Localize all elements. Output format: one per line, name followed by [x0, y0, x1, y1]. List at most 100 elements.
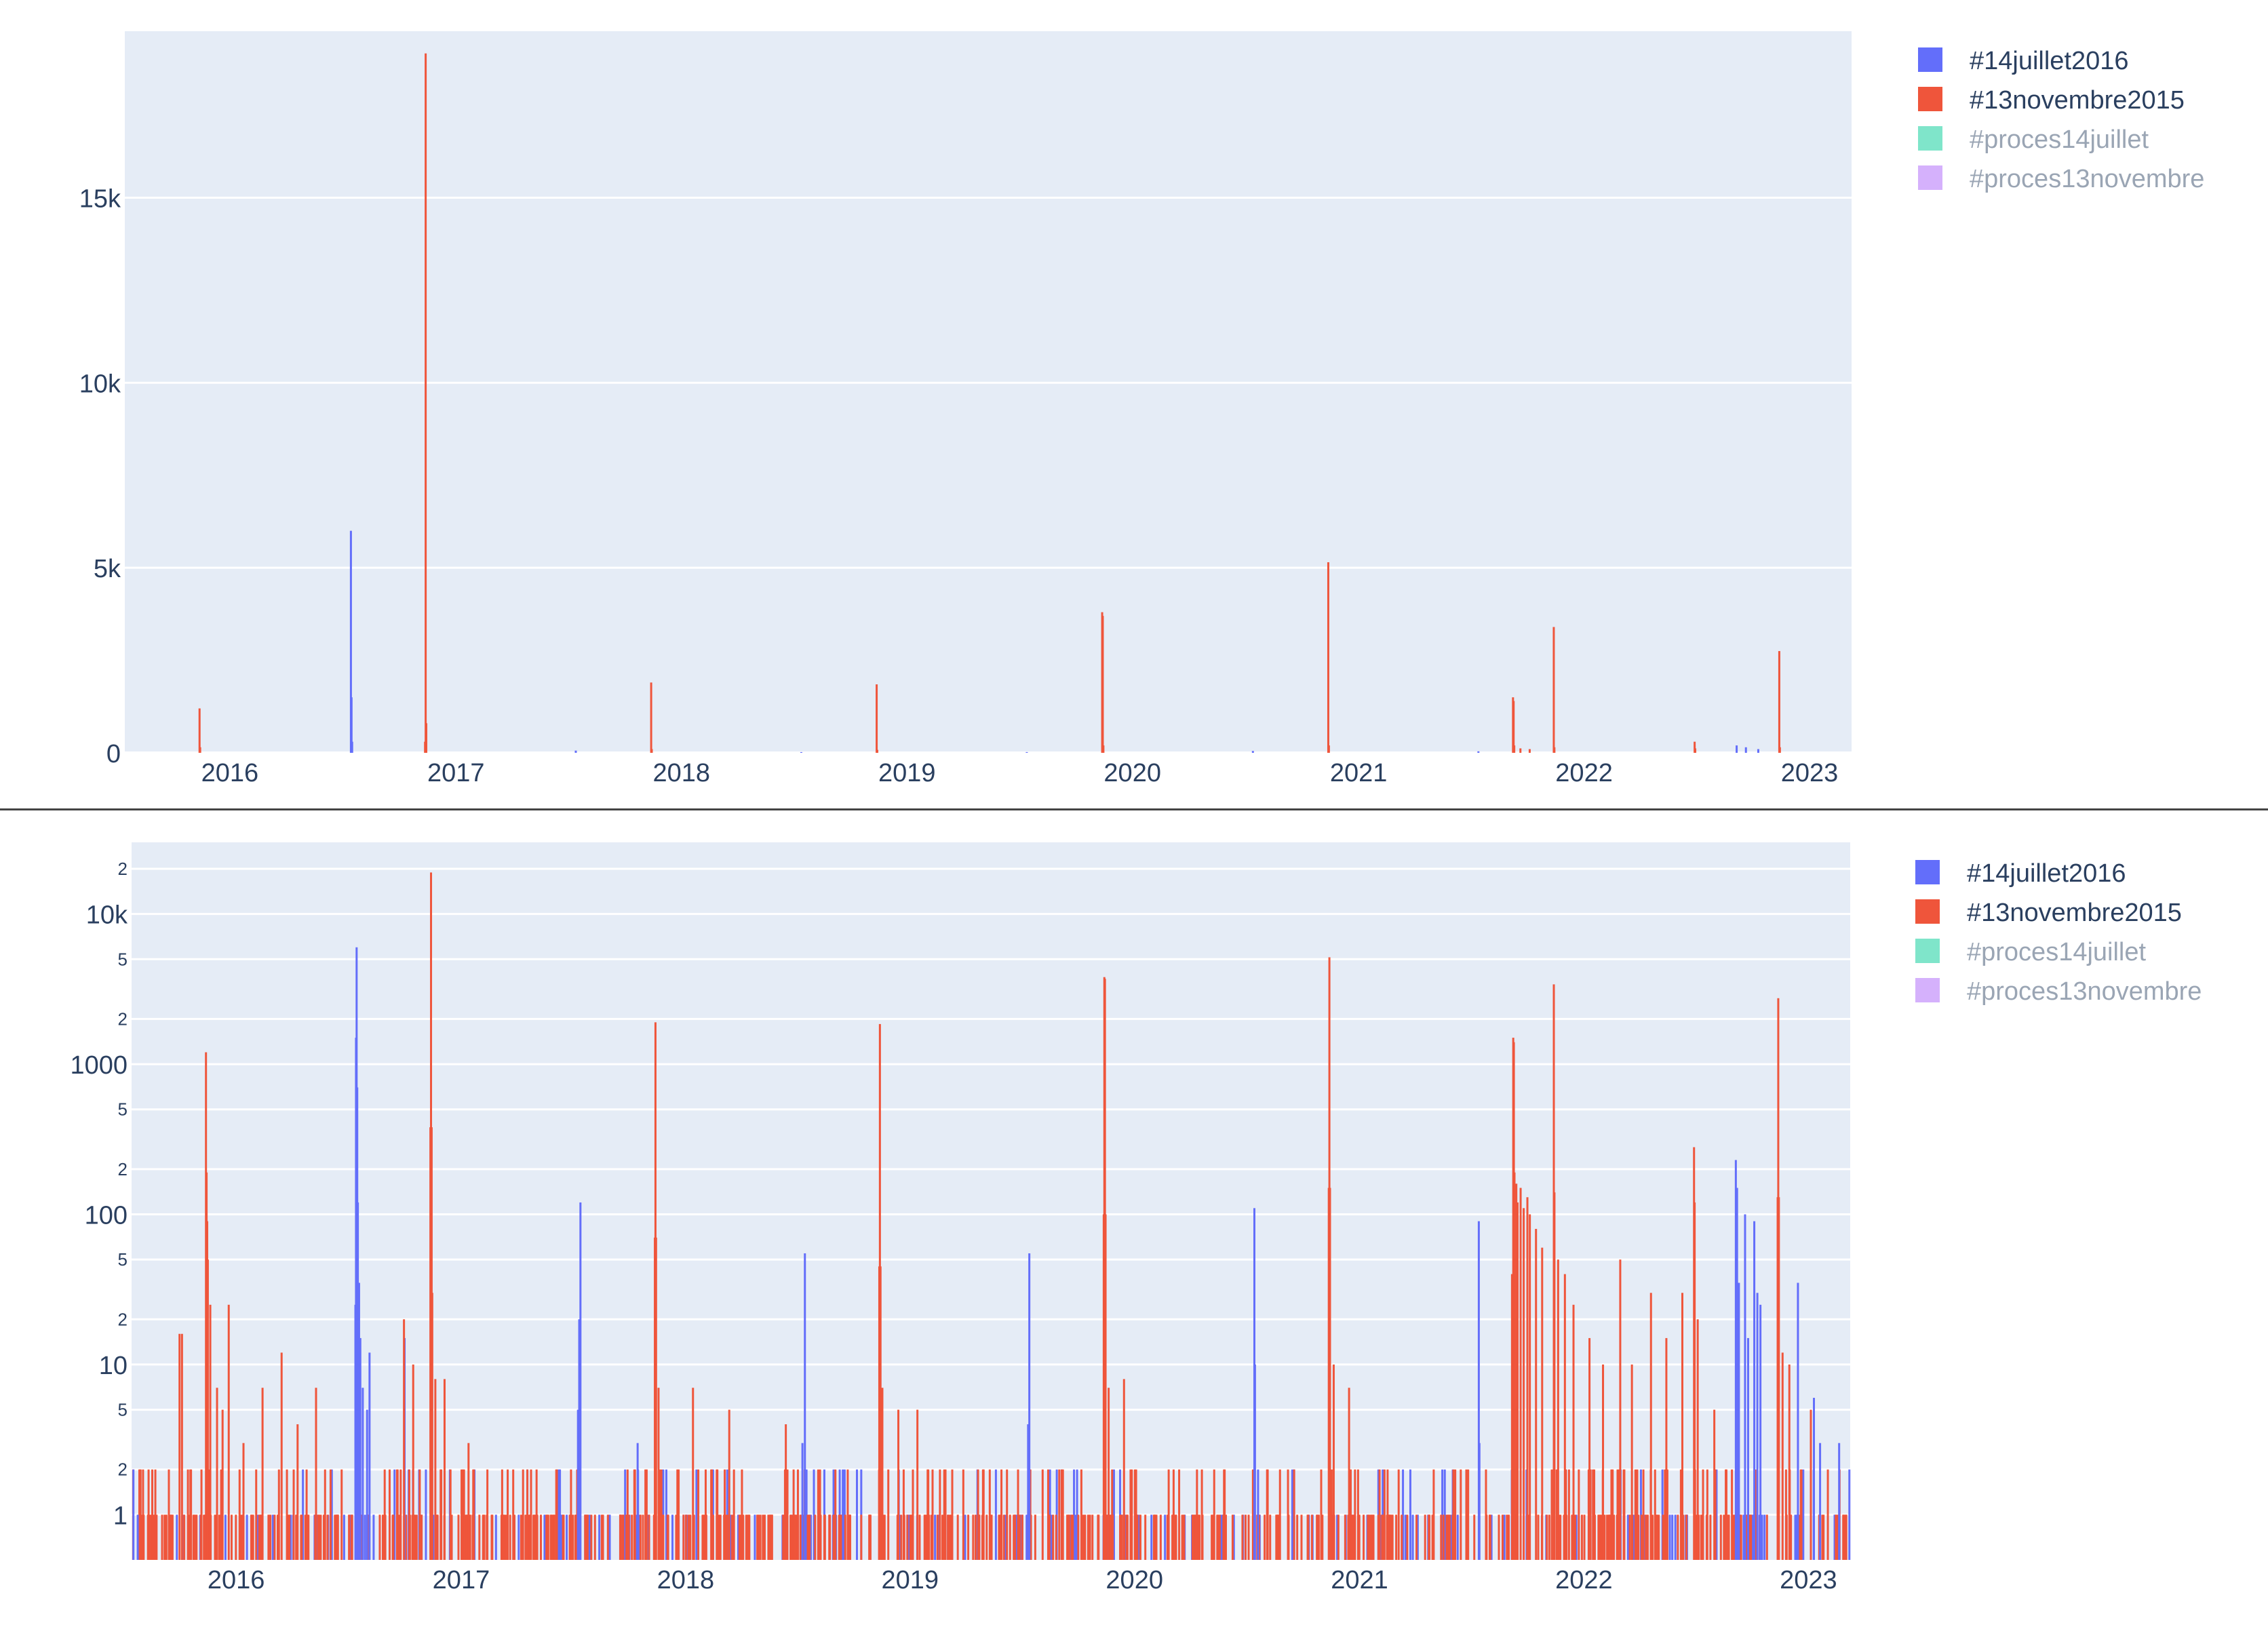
- panel-divider: [0, 808, 2268, 810]
- bar-novembre: [1788, 1364, 1791, 1560]
- bar-novembre: [1588, 1337, 1591, 1560]
- plot-area: [125, 31, 1852, 753]
- bar-juillet: [578, 1319, 581, 1560]
- legend-item-label[interactable]: #proces13novembre: [1967, 977, 2202, 1006]
- legend-swatch[interactable]: [1915, 939, 1940, 963]
- legend-item-label[interactable]: #14juillet2016: [1970, 47, 2129, 75]
- legend-item-label[interactable]: #proces14juillet: [1970, 125, 2149, 154]
- bar-novembre: [1513, 1172, 1516, 1560]
- legend-swatch[interactable]: [1918, 47, 1942, 72]
- bar-novembre: [1327, 562, 1329, 753]
- y-tick-label: 2: [118, 1460, 128, 1480]
- y-tick-label: 100: [85, 1201, 128, 1230]
- bar-novembre: [728, 1409, 730, 1560]
- bar-juillet: [1759, 1304, 1762, 1560]
- legend-swatch[interactable]: [1918, 87, 1942, 111]
- bar-novembre: [1515, 1183, 1518, 1560]
- bar-juillet: [1744, 747, 1747, 753]
- bar-juillet: [1736, 745, 1738, 753]
- bar-novembre: [431, 1293, 433, 1560]
- bar-juillet: [1757, 749, 1759, 753]
- bar-juillet: [1756, 1293, 1759, 1560]
- bar-novembre: [1665, 1337, 1668, 1560]
- bar-novembre: [1681, 1293, 1683, 1560]
- x-tick-label: 2017: [427, 759, 485, 787]
- legend-item-label[interactable]: #13novembre2015: [1970, 86, 2185, 115]
- bar-novembre: [654, 1237, 657, 1560]
- bar-novembre: [881, 1388, 884, 1560]
- y-tick-label: 2: [118, 1159, 128, 1179]
- x-tick-label: 2023: [1780, 1566, 1837, 1594]
- y-tick-label: 5: [118, 1249, 128, 1270]
- bar-novembre: [206, 1259, 209, 1560]
- bar-juillet: [1734, 1160, 1737, 1560]
- bar-novembre: [1526, 1197, 1529, 1560]
- y-tick-label: 5: [118, 1400, 128, 1420]
- bar-juillet: [1797, 1283, 1799, 1560]
- legend-swatch[interactable]: [1915, 899, 1940, 924]
- bar-novembre: [692, 1388, 695, 1560]
- bar-novembre: [412, 1364, 414, 1560]
- legend-item-label[interactable]: #14juillet2016: [1967, 859, 2126, 888]
- bar-novembre: [199, 747, 201, 753]
- x-tick-label: 2020: [1106, 1566, 1163, 1594]
- bottom-chart-panel: 1 2 5 10 2 5 100 2 5 1000 2 5 10k 2 2016 2017 2018 2019 20…: [0, 811, 2268, 1622]
- bar-juillet: [1257, 1469, 1259, 1560]
- y-tick-label: 10k: [86, 901, 128, 930]
- y-tick-label: 5: [118, 1099, 128, 1120]
- bar-juillet: [1747, 1337, 1750, 1560]
- bar-novembre: [1122, 1379, 1125, 1560]
- bar-juillet: [1251, 751, 1254, 753]
- legend-swatch[interactable]: [1915, 978, 1940, 1002]
- legend-swatch[interactable]: [1918, 126, 1942, 151]
- bar-juillet: [361, 1388, 364, 1560]
- y-tick-label: 2: [118, 1309, 128, 1329]
- bar-novembre: [1619, 1259, 1622, 1560]
- legend-swatch[interactable]: [1915, 860, 1940, 884]
- bar-novembre: [1332, 1364, 1335, 1560]
- bar-novembre: [425, 53, 427, 753]
- bar-novembre: [1557, 1259, 1559, 1560]
- bar-juillet: [576, 1409, 579, 1560]
- legend-swatch[interactable]: [1918, 165, 1942, 190]
- bar-novembre: [1517, 1202, 1519, 1560]
- top-chart-panel: 0 5k 10k 15k 2016 2017 2018 2019 2020 2021 2022 202…: [0, 0, 2268, 807]
- bar-novembre: [403, 1319, 406, 1560]
- bar-novembre: [657, 1388, 660, 1560]
- bar-novembre: [1523, 1208, 1525, 1560]
- bar-novembre: [1553, 1192, 1556, 1560]
- bar-novembre: [315, 1388, 317, 1560]
- legend-item-label[interactable]: #13novembre2015: [1967, 899, 2182, 927]
- bar-novembre: [1510, 1274, 1513, 1560]
- bar-novembre: [1519, 748, 1522, 753]
- y-tick-label: 2: [118, 859, 128, 879]
- legend-item-label[interactable]: #proces14juillet: [1967, 938, 2146, 966]
- y-tick-label: 15k: [79, 185, 121, 214]
- bar-novembre: [227, 1304, 230, 1560]
- bar-juillet: [1477, 751, 1480, 753]
- bar-novembre: [1528, 749, 1531, 753]
- bar-novembre: [1630, 1364, 1633, 1560]
- bar-juillet: [136, 1514, 139, 1560]
- bar-novembre: [280, 1352, 283, 1560]
- x-tick-label: 2018: [657, 1566, 715, 1594]
- bar-juillet: [1477, 1221, 1480, 1560]
- bar-novembre: [1535, 1228, 1538, 1560]
- bar-juillet: [1253, 1364, 1256, 1560]
- log-scale-chart: 1 2 5 10 2 5 100 2 5 1000 2 5 10k 2 2016 2017 2018 2019 20…: [70, 842, 2202, 1594]
- bar-juillet: [1027, 1424, 1030, 1560]
- bar-juillet: [357, 1283, 360, 1560]
- bar-novembre: [1541, 1247, 1544, 1560]
- bar-juillet: [1478, 1443, 1481, 1560]
- y-tick-label: 10: [99, 1352, 128, 1380]
- y-tick-label: 1: [113, 1502, 128, 1530]
- x-tick-label: 2016: [208, 1566, 265, 1594]
- bar-juillet: [579, 1202, 582, 1560]
- bar-novembre: [1602, 1364, 1605, 1560]
- legend-item-label[interactable]: #proces13novembre: [1970, 165, 2204, 193]
- x-tick-label: 2021: [1330, 759, 1388, 787]
- bar-novembre: [467, 1443, 470, 1560]
- bar-novembre: [1512, 701, 1515, 753]
- bar-novembre: [650, 749, 653, 753]
- bar-juillet: [1813, 1398, 1816, 1560]
